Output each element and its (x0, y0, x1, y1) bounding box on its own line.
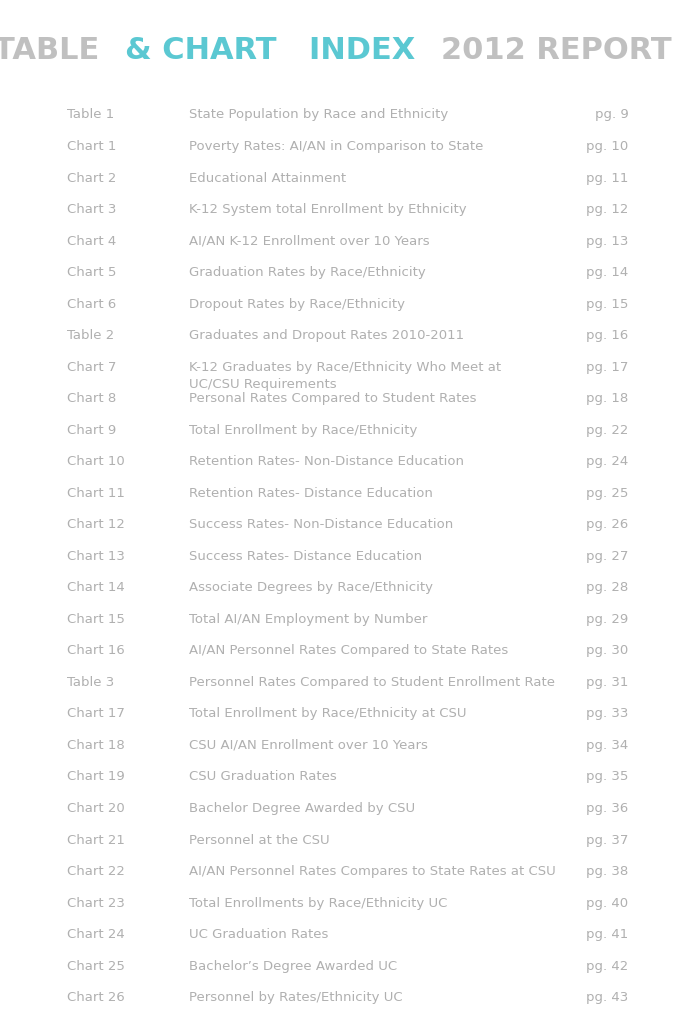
Text: pg. 41: pg. 41 (586, 928, 628, 941)
Text: Chart 14: Chart 14 (68, 582, 125, 594)
Text: K-12 Graduates by Race/Ethnicity Who Meet at: K-12 Graduates by Race/Ethnicity Who Mee… (189, 361, 502, 374)
Text: Chart 8: Chart 8 (68, 393, 117, 405)
Text: Personnel Rates Compared to Student Enrollment Rate: Personnel Rates Compared to Student Enro… (189, 676, 555, 689)
Text: pg. 24: pg. 24 (586, 456, 628, 468)
Text: Graduates and Dropout Rates 2010-2011: Graduates and Dropout Rates 2010-2011 (189, 330, 464, 342)
Text: pg. 27: pg. 27 (586, 550, 628, 563)
Text: Total Enrollment by Race/Ethnicity: Total Enrollment by Race/Ethnicity (189, 424, 418, 437)
Text: Personnel by Rates/Ethnicity UC: Personnel by Rates/Ethnicity UC (189, 991, 403, 1004)
Text: Chart 10: Chart 10 (68, 456, 125, 468)
Text: Chart 11: Chart 11 (68, 487, 125, 500)
Text: Chart 18: Chart 18 (68, 739, 125, 752)
Text: pg. 26: pg. 26 (586, 519, 628, 531)
Text: pg. 29: pg. 29 (586, 613, 628, 626)
Text: pg. 10: pg. 10 (586, 140, 628, 153)
Text: Total Enrollment by Race/Ethnicity at CSU: Total Enrollment by Race/Ethnicity at CS… (189, 708, 467, 720)
Text: UC/CSU Requirements: UC/CSU Requirements (189, 378, 337, 392)
Text: pg. 33: pg. 33 (586, 708, 628, 720)
Text: Total Enrollments by Race/Ethnicity UC: Total Enrollments by Race/Ethnicity UC (189, 897, 448, 910)
Text: Bachelor’s Degree Awarded UC: Bachelor’s Degree Awarded UC (189, 960, 397, 973)
Text: Chart 6: Chart 6 (68, 298, 117, 311)
Text: CSU AI/AN Enrollment over 10 Years: CSU AI/AN Enrollment over 10 Years (189, 739, 428, 752)
Text: Success Rates- Distance Education: Success Rates- Distance Education (189, 550, 422, 563)
Text: CSU Graduation Rates: CSU Graduation Rates (189, 771, 337, 783)
Text: AI/AN Personnel Rates Compares to State Rates at CSU: AI/AN Personnel Rates Compares to State … (189, 865, 556, 878)
Text: pg. 31: pg. 31 (586, 676, 628, 689)
Text: Chart 19: Chart 19 (68, 771, 125, 783)
Text: Total AI/AN Employment by Number: Total AI/AN Employment by Number (189, 613, 428, 626)
Text: K-12 System total Enrollment by Ethnicity: K-12 System total Enrollment by Ethnicit… (189, 204, 467, 216)
Text: pg. 18: pg. 18 (586, 393, 628, 405)
Text: pg. 36: pg. 36 (586, 802, 628, 815)
Text: AI/AN Personnel Rates Compared to State Rates: AI/AN Personnel Rates Compared to State … (189, 645, 509, 657)
Text: UC Graduation Rates: UC Graduation Rates (189, 928, 329, 941)
Text: Chart 12: Chart 12 (68, 519, 125, 531)
Text: Success Rates- Non-Distance Education: Success Rates- Non-Distance Education (189, 519, 454, 531)
Text: Table 2: Table 2 (68, 330, 115, 342)
Text: Poverty Rates: AI/AN in Comparison to State: Poverty Rates: AI/AN in Comparison to St… (189, 140, 484, 153)
Text: pg. 13: pg. 13 (586, 234, 628, 248)
Text: Graduation Rates by Race/Ethnicity: Graduation Rates by Race/Ethnicity (189, 267, 426, 279)
Text: & CHART: & CHART (125, 36, 287, 65)
Text: Chart 16: Chart 16 (68, 645, 125, 657)
Text: pg. 43: pg. 43 (586, 991, 628, 1004)
Text: pg. 14: pg. 14 (586, 267, 628, 279)
Text: Chart 15: Chart 15 (68, 613, 125, 626)
Text: Chart 9: Chart 9 (68, 424, 117, 437)
Text: Chart 20: Chart 20 (68, 802, 125, 815)
Text: pg. 22: pg. 22 (586, 424, 628, 437)
Text: State Population by Race and Ethnicity: State Population by Race and Ethnicity (189, 108, 449, 122)
Text: Chart 1: Chart 1 (68, 140, 117, 153)
Text: pg. 25: pg. 25 (586, 487, 628, 500)
Text: pg. 35: pg. 35 (586, 771, 628, 783)
Text: Chart 23: Chart 23 (68, 897, 125, 910)
Text: Chart 5: Chart 5 (68, 267, 117, 279)
Text: Personal Rates Compared to Student Rates: Personal Rates Compared to Student Rates (189, 393, 477, 405)
Text: Retention Rates- Distance Education: Retention Rates- Distance Education (189, 487, 434, 500)
Text: pg. 12: pg. 12 (586, 204, 628, 216)
Text: pg. 28: pg. 28 (586, 582, 628, 594)
Text: Chart 7: Chart 7 (68, 361, 117, 374)
Text: Retention Rates- Non-Distance Education: Retention Rates- Non-Distance Education (189, 456, 464, 468)
Text: pg. 42: pg. 42 (586, 960, 628, 973)
Text: Personnel at the CSU: Personnel at the CSU (189, 834, 330, 846)
Text: pg. 11: pg. 11 (586, 171, 628, 185)
Text: Table 3: Table 3 (68, 676, 115, 689)
Text: Chart 21: Chart 21 (68, 834, 125, 846)
Text: pg. 38: pg. 38 (586, 865, 628, 878)
Text: pg. 17: pg. 17 (586, 361, 628, 374)
Text: pg. 40: pg. 40 (587, 897, 628, 910)
Text: Chart 24: Chart 24 (68, 928, 125, 941)
Text: pg. 30: pg. 30 (586, 645, 628, 657)
Text: Chart 25: Chart 25 (68, 960, 125, 973)
Text: INDEX: INDEX (309, 36, 425, 65)
Text: Dropout Rates by Race/Ethnicity: Dropout Rates by Race/Ethnicity (189, 298, 406, 311)
Text: pg. 15: pg. 15 (586, 298, 628, 311)
Text: pg. 37: pg. 37 (586, 834, 628, 846)
Text: AI/AN K-12 Enrollment over 10 Years: AI/AN K-12 Enrollment over 10 Years (189, 234, 430, 248)
Text: Chart 22: Chart 22 (68, 865, 125, 878)
Text: Educational Attainment: Educational Attainment (189, 171, 347, 185)
Text: Associate Degrees by Race/Ethnicity: Associate Degrees by Race/Ethnicity (189, 582, 434, 594)
Text: Chart 26: Chart 26 (68, 991, 125, 1004)
Text: Chart 3: Chart 3 (68, 204, 117, 216)
Text: pg. 34: pg. 34 (586, 739, 628, 752)
Text: Chart 2: Chart 2 (68, 171, 117, 185)
Text: 2012 REPORT: 2012 REPORT (441, 36, 672, 65)
Text: pg. 9: pg. 9 (595, 108, 628, 122)
Text: TABLE: TABLE (0, 36, 110, 65)
Text: Chart 13: Chart 13 (68, 550, 125, 563)
Text: pg. 16: pg. 16 (586, 330, 628, 342)
Text: Table 1: Table 1 (68, 108, 115, 122)
Text: Chart 4: Chart 4 (68, 234, 117, 248)
Text: Chart 17: Chart 17 (68, 708, 125, 720)
Text: Bachelor Degree Awarded by CSU: Bachelor Degree Awarded by CSU (189, 802, 416, 815)
